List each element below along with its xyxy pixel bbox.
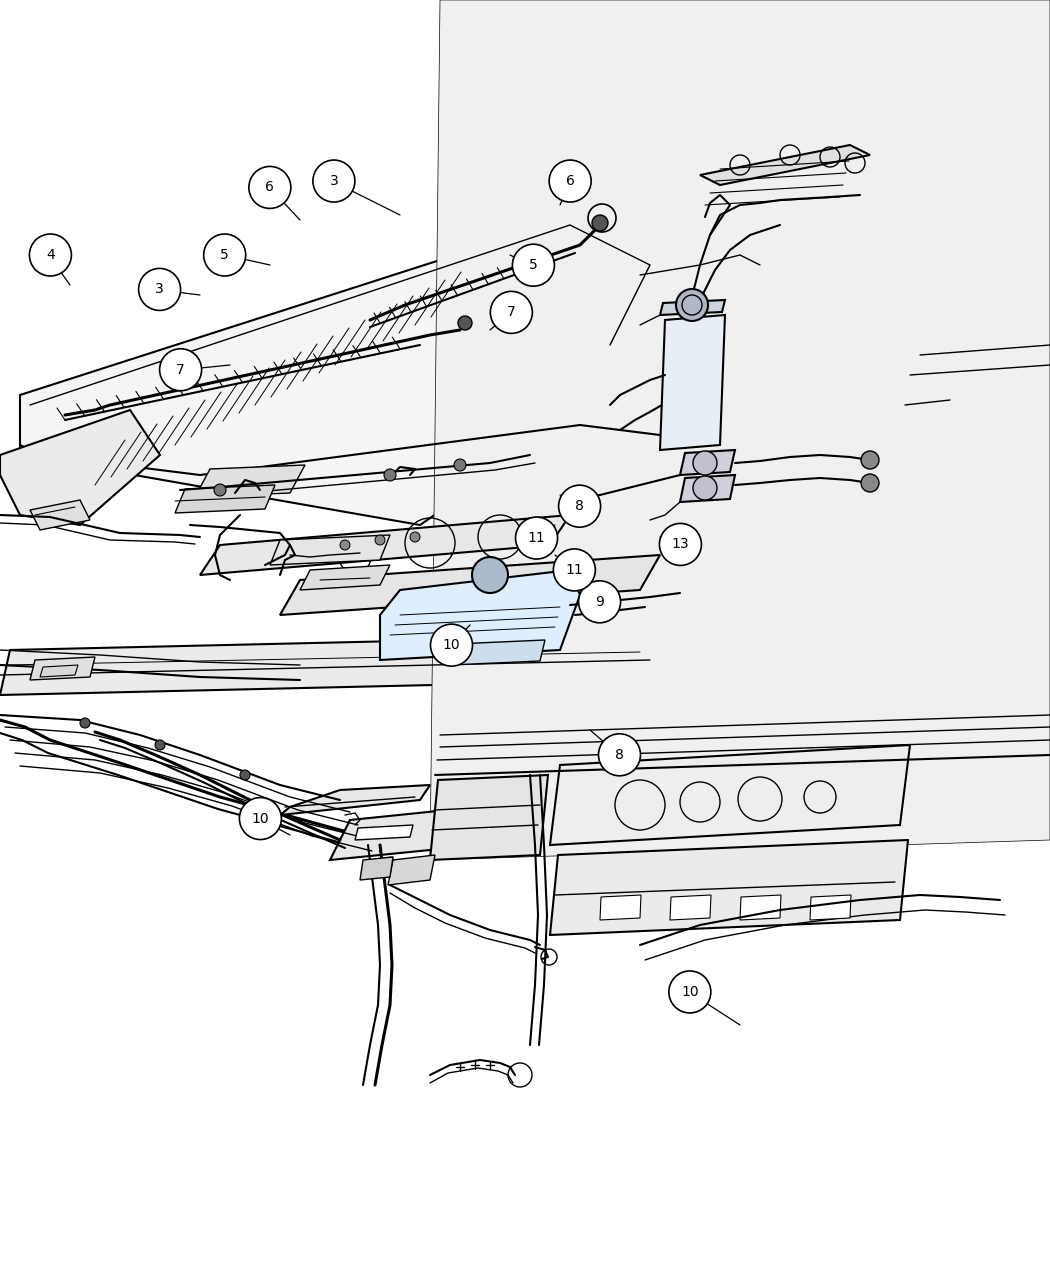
Circle shape [592, 215, 608, 231]
Polygon shape [900, 175, 1050, 455]
Circle shape [676, 289, 708, 321]
Circle shape [861, 474, 879, 492]
Circle shape [669, 972, 711, 1012]
Polygon shape [330, 799, 545, 861]
Polygon shape [660, 315, 724, 450]
Circle shape [430, 625, 473, 666]
Circle shape [29, 235, 71, 275]
Circle shape [410, 532, 420, 542]
Circle shape [204, 235, 246, 275]
Text: 13: 13 [672, 538, 689, 551]
Polygon shape [200, 515, 570, 575]
Circle shape [598, 734, 640, 775]
Circle shape [659, 524, 701, 565]
Polygon shape [430, 775, 548, 861]
Circle shape [239, 798, 281, 839]
Circle shape [512, 245, 554, 286]
Polygon shape [680, 450, 735, 476]
Text: 7: 7 [507, 306, 516, 319]
Text: 10: 10 [252, 812, 269, 825]
Circle shape [553, 550, 595, 590]
Polygon shape [680, 476, 735, 502]
Circle shape [861, 451, 879, 469]
Text: 6: 6 [266, 181, 274, 194]
Polygon shape [660, 300, 724, 315]
Circle shape [139, 269, 181, 310]
Polygon shape [600, 895, 640, 921]
Circle shape [559, 486, 601, 527]
Text: 4: 4 [46, 249, 55, 261]
Polygon shape [20, 215, 670, 525]
Text: 7: 7 [176, 363, 185, 376]
Text: 5: 5 [220, 249, 229, 261]
Circle shape [340, 541, 350, 550]
Circle shape [490, 292, 532, 333]
Circle shape [214, 484, 226, 496]
Circle shape [155, 740, 165, 750]
Polygon shape [388, 856, 435, 885]
Circle shape [249, 167, 291, 208]
Circle shape [458, 316, 472, 330]
Polygon shape [300, 565, 390, 590]
Circle shape [160, 349, 202, 390]
Text: 8: 8 [615, 748, 624, 761]
Polygon shape [550, 840, 908, 935]
Polygon shape [0, 411, 160, 525]
Text: 3: 3 [155, 283, 164, 296]
Polygon shape [700, 145, 870, 185]
Polygon shape [450, 640, 545, 666]
Circle shape [472, 557, 508, 593]
Polygon shape [670, 895, 711, 921]
Text: 5: 5 [529, 259, 538, 272]
Polygon shape [280, 785, 430, 815]
Polygon shape [355, 825, 413, 840]
Text: 8: 8 [575, 500, 584, 513]
Polygon shape [640, 96, 1050, 455]
Circle shape [579, 581, 621, 622]
Circle shape [375, 536, 385, 544]
Polygon shape [810, 895, 851, 921]
Polygon shape [175, 484, 275, 513]
Polygon shape [360, 857, 393, 880]
Text: 9: 9 [595, 595, 604, 608]
Circle shape [516, 518, 558, 558]
Circle shape [693, 451, 717, 476]
Circle shape [80, 718, 90, 728]
Circle shape [693, 476, 717, 500]
Text: 11: 11 [566, 564, 583, 576]
Polygon shape [280, 555, 660, 615]
Polygon shape [0, 635, 660, 695]
Polygon shape [270, 536, 390, 565]
Circle shape [313, 161, 355, 201]
Polygon shape [30, 657, 94, 680]
Polygon shape [40, 666, 78, 677]
Text: 3: 3 [330, 175, 338, 187]
Circle shape [240, 770, 250, 780]
Polygon shape [740, 895, 781, 921]
Circle shape [454, 459, 466, 470]
Text: 11: 11 [528, 532, 545, 544]
Circle shape [549, 161, 591, 201]
Text: 6: 6 [566, 175, 574, 187]
Text: 10: 10 [681, 986, 698, 998]
Polygon shape [372, 857, 393, 875]
Polygon shape [550, 745, 910, 845]
Polygon shape [430, 0, 1050, 861]
Circle shape [384, 469, 396, 481]
Polygon shape [195, 465, 304, 497]
Polygon shape [30, 500, 90, 530]
Polygon shape [380, 570, 580, 660]
Text: 10: 10 [443, 639, 460, 652]
